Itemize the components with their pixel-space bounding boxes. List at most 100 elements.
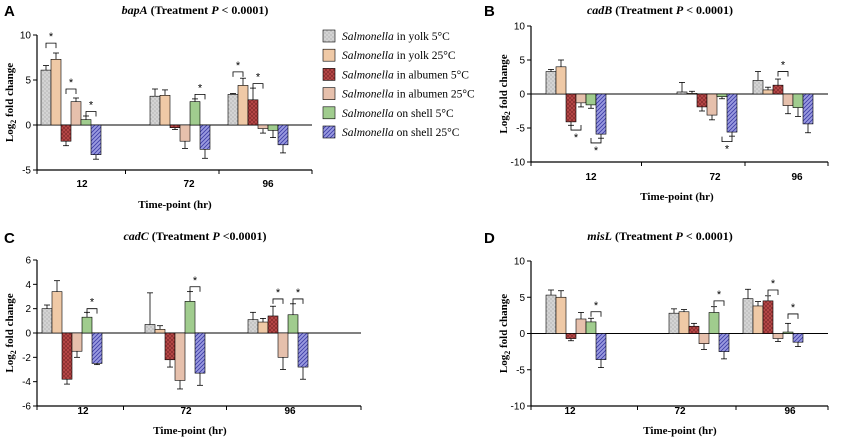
y-tick-label: -5 xyxy=(516,124,525,135)
bar xyxy=(277,124,289,146)
panel-letter: C xyxy=(4,230,15,247)
bar xyxy=(696,93,708,108)
significance-bracket xyxy=(86,308,98,314)
y-tick-label: -2 xyxy=(22,353,31,364)
significance-star: * xyxy=(256,72,261,84)
bar xyxy=(585,93,597,106)
bar xyxy=(772,333,784,339)
bar xyxy=(668,312,680,334)
significance-star: * xyxy=(276,287,281,299)
bar xyxy=(189,101,201,126)
bar xyxy=(257,321,269,334)
bar xyxy=(585,321,597,334)
panel-title: cadB (Treatment P < 0.0001) xyxy=(587,3,733,17)
bar xyxy=(545,71,557,95)
bar xyxy=(297,332,309,368)
legend-entry: Salmonella in albumen 5°C xyxy=(342,69,469,81)
bar xyxy=(51,291,63,334)
y-axis-title: Log2 fold change xyxy=(4,63,18,142)
x-tick-label: 72 xyxy=(709,172,721,183)
legend-swatch xyxy=(322,125,336,139)
bar xyxy=(159,95,171,126)
bar xyxy=(60,124,72,142)
significance-star: * xyxy=(236,60,241,72)
x-tick-label: 72 xyxy=(180,406,192,417)
y-tick-label: 10 xyxy=(20,31,32,42)
bar xyxy=(179,124,191,142)
bar xyxy=(257,124,269,129)
significance-bracket xyxy=(65,88,77,94)
y-tick-label: 4 xyxy=(25,280,31,291)
significance-bracket xyxy=(85,111,97,117)
bar xyxy=(71,332,83,352)
significance-star: * xyxy=(90,297,95,309)
bar xyxy=(545,294,557,334)
bar xyxy=(194,332,206,374)
bar xyxy=(565,93,577,123)
panel-letter: A xyxy=(4,3,15,20)
y-tick-label: 2 xyxy=(25,304,31,315)
legend-swatch xyxy=(322,29,336,43)
x-tick-label: 12 xyxy=(77,406,89,417)
bar xyxy=(184,301,196,334)
y-tick-label: 0 xyxy=(25,329,31,340)
bar xyxy=(70,101,82,126)
bar xyxy=(247,99,259,126)
significance-bracket xyxy=(590,311,602,317)
significance-star: * xyxy=(717,289,722,301)
bar xyxy=(164,332,176,361)
bar xyxy=(154,329,166,334)
bar xyxy=(772,84,784,95)
panel-title: bapA (Treatment P < 0.0001) xyxy=(122,3,269,17)
significance-star: * xyxy=(49,31,54,43)
x-tick-label: 72 xyxy=(674,406,686,417)
y-tick-label: -10 xyxy=(511,402,526,413)
bar xyxy=(782,93,794,106)
bar xyxy=(555,66,567,95)
y-axis-title: Log2 fold change xyxy=(498,294,512,373)
significance-bracket xyxy=(713,300,725,306)
significance-bracket xyxy=(189,286,201,292)
bar xyxy=(718,333,730,352)
significance-bracket xyxy=(232,71,244,77)
bar xyxy=(149,95,161,126)
legend-entry: Salmonella in albumen 25°C xyxy=(342,89,475,101)
significance-bracket xyxy=(292,298,304,304)
bar xyxy=(595,93,607,135)
y-tick-label: -6 xyxy=(22,402,31,413)
bar xyxy=(726,93,738,133)
significance-star: * xyxy=(296,287,301,299)
y-tick-label: 5 xyxy=(519,56,525,67)
bar xyxy=(688,325,700,334)
bar xyxy=(90,124,102,156)
legend: Salmonella in yolk 5°C Salmonella in yolk… xyxy=(322,29,475,139)
bar xyxy=(752,80,764,95)
bar xyxy=(575,93,587,104)
significance-bracket xyxy=(721,136,733,142)
x-tick-label: 72 xyxy=(183,179,195,190)
bar xyxy=(678,311,690,334)
y-tick-label: -4 xyxy=(22,377,31,388)
legend-swatch xyxy=(322,68,336,81)
bar xyxy=(61,332,73,380)
x-tick-label: 96 xyxy=(791,172,803,183)
panel-title: misL (Treatment P < 0.0001) xyxy=(587,229,732,243)
significance-star: * xyxy=(781,60,786,72)
bar xyxy=(41,308,53,334)
bar xyxy=(676,91,688,95)
legend-entry: Salmonella on shell 25°C xyxy=(342,127,460,139)
y-axis-title: Log2 fold change xyxy=(498,54,512,133)
bar xyxy=(80,119,92,126)
bar xyxy=(40,69,52,126)
bar xyxy=(716,93,728,98)
significance-star: * xyxy=(725,144,730,156)
y-tick-label: -5 xyxy=(22,166,31,177)
x-axis-title: Time-point (hr) xyxy=(153,425,227,437)
y-tick-label: -5 xyxy=(516,365,525,376)
significance-star: * xyxy=(594,300,599,312)
x-tick-label: 12 xyxy=(564,406,576,417)
significance-star: * xyxy=(771,278,776,290)
